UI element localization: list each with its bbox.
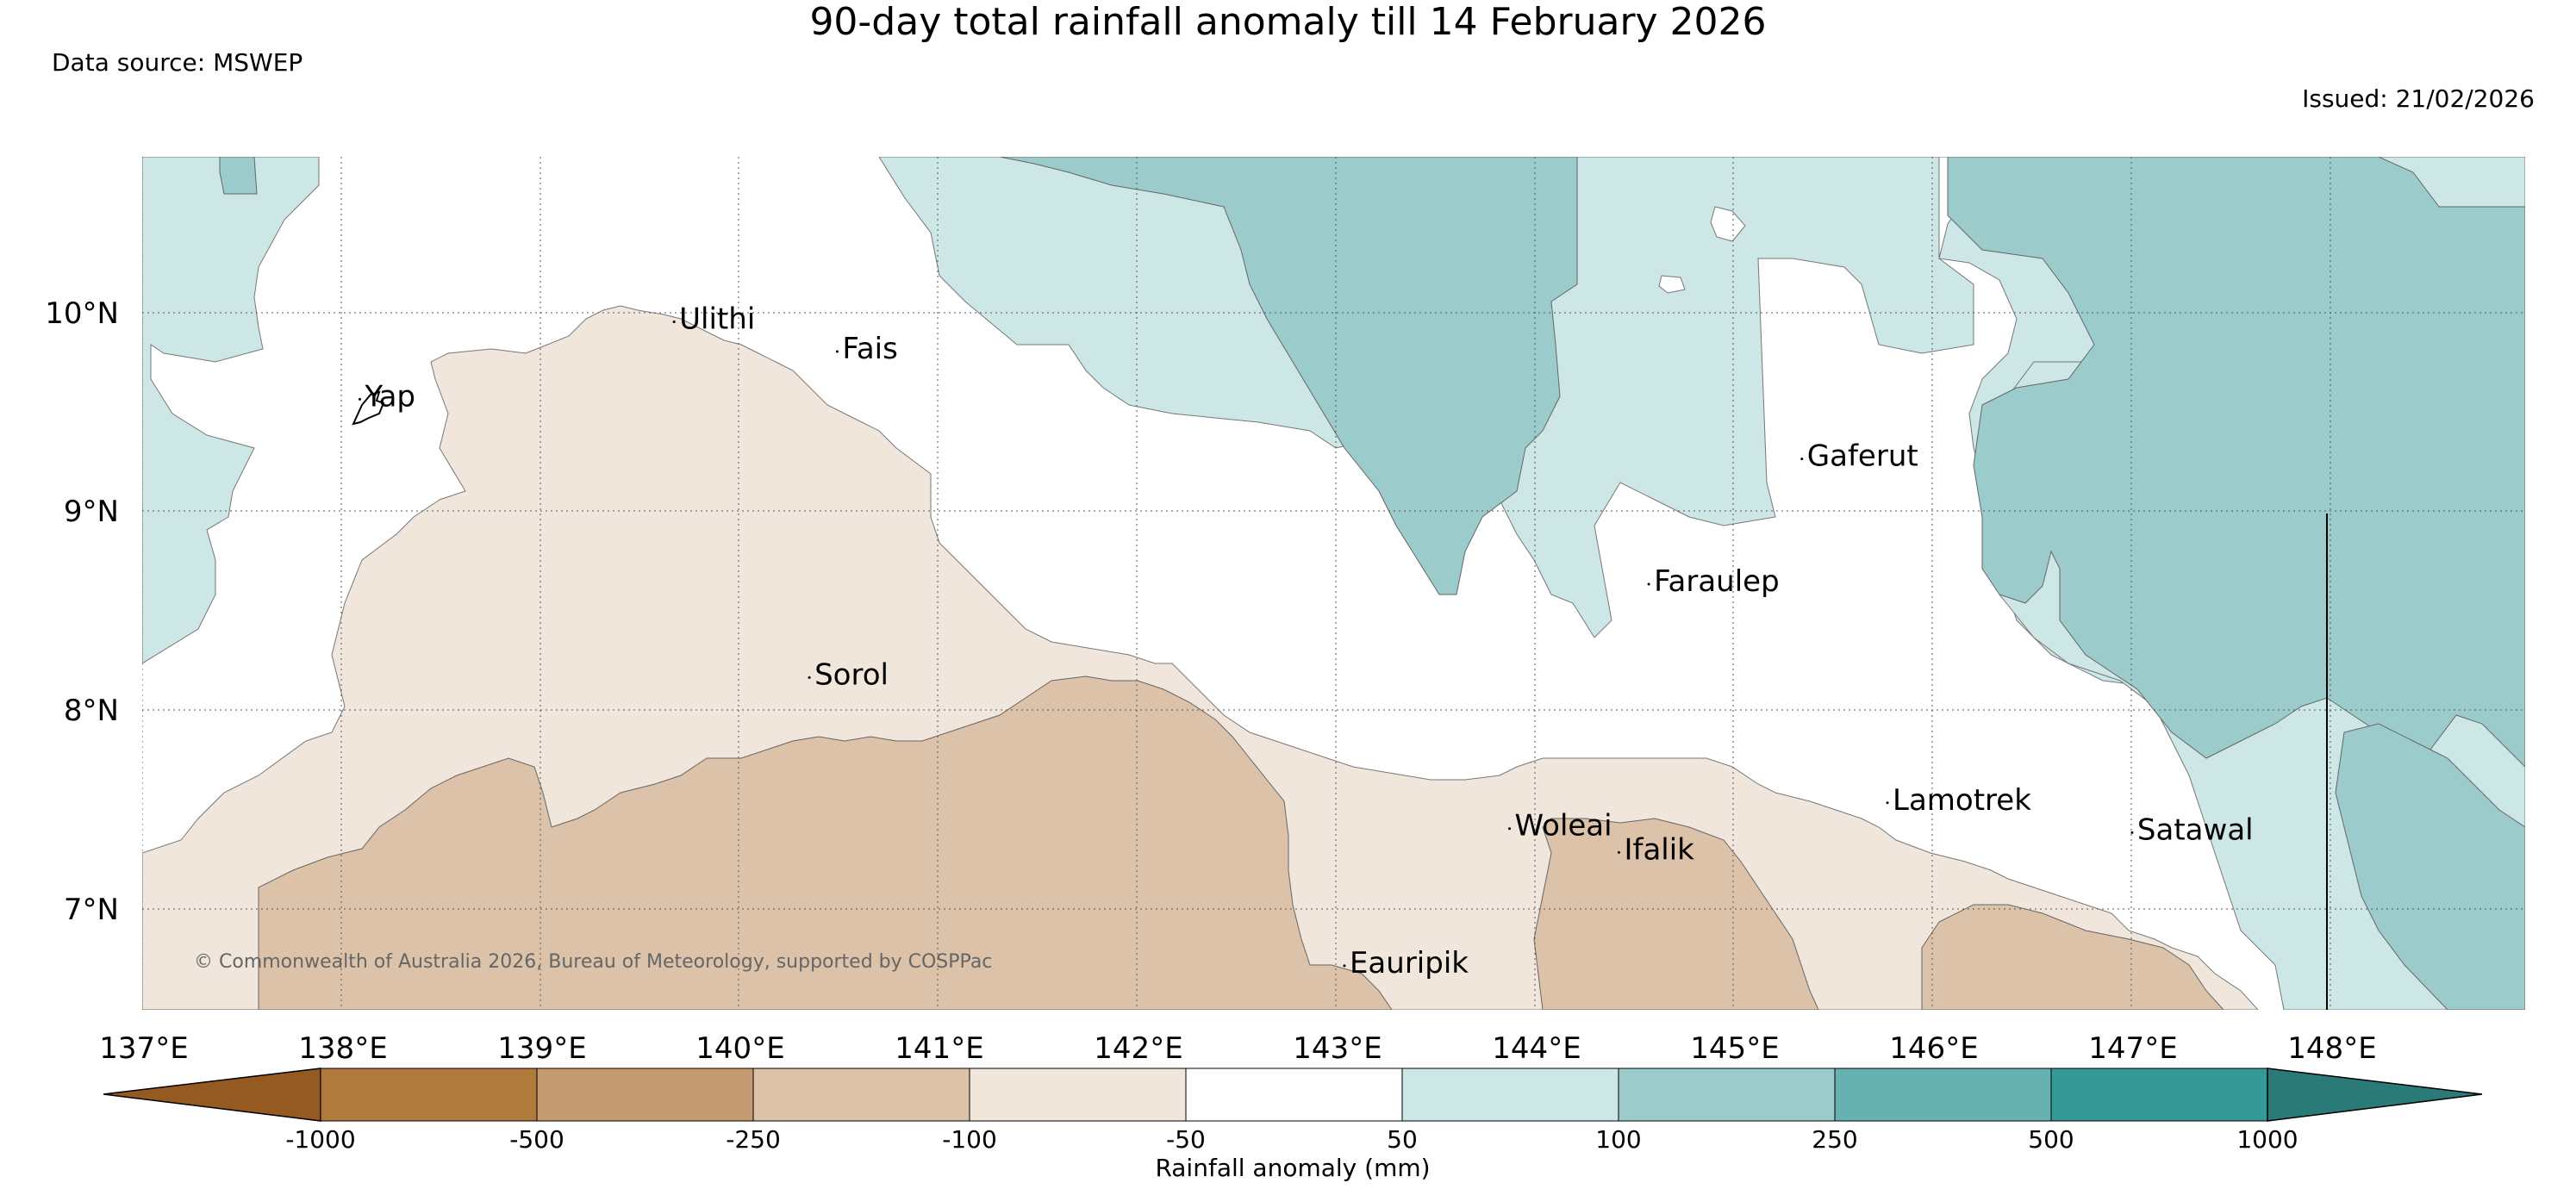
place-label-fais: Fais — [842, 332, 897, 366]
data-source-label: Data source: MSWEP — [52, 48, 303, 77]
place-label-eauripik: Eauripik — [1350, 946, 1469, 980]
lon-tick-label: 142°E — [1094, 1031, 1182, 1066]
anomaly-region-neg250-neg100-west — [142, 675, 1393, 1010]
anomaly-region-100-250-west — [219, 157, 258, 195]
lon-tick-label: 137°E — [99, 1031, 188, 1066]
colorbar-low-extension — [103, 1068, 321, 1122]
colorbar-tick-label: -1000 — [285, 1125, 355, 1154]
colorbar-high-extension — [2267, 1068, 2483, 1122]
yap-island-outline — [352, 390, 385, 426]
lon-tick-label: 138°E — [298, 1031, 387, 1066]
anomaly-region-neg250-neg100-central — [1533, 818, 1819, 1010]
colorbar: -1000 -500 -250 -100 -50 50 100 250 500 … — [103, 1068, 2483, 1182]
issued-date-label: Issued: 21/02/2026 — [2302, 84, 2535, 113]
place-marker — [1647, 582, 1650, 586]
colorbar-segment — [1401, 1068, 1619, 1122]
lon-tick-label: 143°E — [1293, 1031, 1382, 1066]
anomaly-region-100-250-central — [999, 157, 1578, 595]
colorbar-segment — [2050, 1068, 2268, 1122]
anomaly-region-100-250-southeast — [2335, 723, 2525, 1010]
lat-tick-label: 7°N — [64, 893, 119, 927]
colorbar-segment — [1834, 1068, 2052, 1122]
anomaly-region-50-100-west — [142, 157, 320, 664]
longitude-tick-labels: 137°E 138°E 139°E 140°E 141°E 142°E 143°… — [99, 1031, 2376, 1066]
lon-tick-label: 140°E — [695, 1031, 784, 1066]
lon-tick-label: 144°E — [1492, 1031, 1581, 1066]
lon-tick-label: 147°E — [2088, 1031, 2177, 1066]
colorbar-tick-label: 500 — [2028, 1125, 2074, 1154]
lon-tick-label: 148°E — [2287, 1031, 2376, 1066]
place-label-lamotrek: Lamotrek — [1893, 783, 2031, 818]
colorbar-tick-label: -500 — [509, 1125, 564, 1154]
latitude-tick-labels: 10°N 9°N 8°N 7°N — [45, 296, 119, 927]
colorbar-tick-label: -250 — [726, 1125, 781, 1154]
colorbar-segment — [1618, 1068, 1836, 1122]
lat-tick-label: 9°N — [64, 495, 119, 529]
colorbar-tick-label: 250 — [1812, 1125, 1857, 1154]
lat-tick-label: 8°N — [64, 694, 119, 728]
place-label-ulithi: Ulithi — [679, 302, 755, 336]
map-panel: Ulithi Fais Yap Gaferut Faraulep Sorol Woleai I… — [142, 157, 2525, 1010]
colorbar-tick-label: 1000 — [2236, 1125, 2298, 1154]
colorbar-tick-labels: -1000 -500 -250 -100 -50 50 100 250 500 … — [285, 1125, 2298, 1154]
place-label-sorol: Sorol — [814, 657, 889, 692]
colorbar-tick-label: 50 — [1387, 1125, 1418, 1154]
anomaly-region-100-250-east — [1947, 157, 2525, 768]
place-label-gaferut: Gaferut — [1807, 439, 1918, 474]
lon-tick-label: 139°E — [497, 1031, 586, 1066]
colorbar-tick-label: -50 — [1166, 1125, 1206, 1154]
anomaly-patch-white-2 — [1658, 275, 1686, 294]
colorbar-segment — [536, 1068, 754, 1122]
place-marker — [808, 675, 811, 679]
place-marker — [1886, 801, 1889, 805]
lat-tick-label: 10°N — [45, 296, 119, 331]
colorbar-segment — [320, 1068, 538, 1122]
place-label-ifalik: Ifalik — [1624, 832, 1694, 867]
lon-tick-label: 141°E — [895, 1031, 983, 1066]
anomaly-patch-white-1 — [1710, 206, 1746, 242]
place-marker — [2130, 831, 2134, 834]
place-marker — [1800, 458, 1804, 461]
place-marker — [1508, 827, 1512, 831]
place-marker — [835, 350, 839, 353]
colorbar-tick-label: -100 — [942, 1125, 997, 1154]
place-label-yap: Yap — [364, 379, 415, 414]
place-marker — [1617, 850, 1620, 854]
place-labels: Ulithi Fais Yap Gaferut Faraulep Sorol Woleai I… — [358, 302, 2254, 980]
place-label-faraulep: Faraulep — [1654, 564, 1780, 599]
colorbar-segment — [752, 1068, 970, 1122]
anomaly-region-neg250-neg100-east — [1921, 904, 2224, 1010]
place-label-woleai: Woleai — [1515, 809, 1612, 844]
place-label-satawal: Satawal — [2137, 812, 2254, 847]
colorbar-segment — [1185, 1068, 1403, 1122]
page-title: 90-day total rainfall anomaly till 14 Fe… — [809, 0, 1767, 44]
lon-tick-label: 145°E — [1690, 1031, 1779, 1066]
lon-tick-label: 146°E — [1889, 1031, 1978, 1066]
map-gridlines — [142, 157, 2525, 1010]
colorbar-tick-label: 100 — [1595, 1125, 1641, 1154]
colorbar-axis-label: Rainfall anomaly (mm) — [1155, 1154, 1430, 1182]
copyright-notice: © Commonwealth of Australia 2026, Bureau… — [194, 951, 992, 973]
place-marker — [672, 320, 676, 323]
place-marker — [358, 397, 361, 401]
place-marker — [1343, 964, 1346, 968]
colorbar-segment — [969, 1068, 1187, 1122]
